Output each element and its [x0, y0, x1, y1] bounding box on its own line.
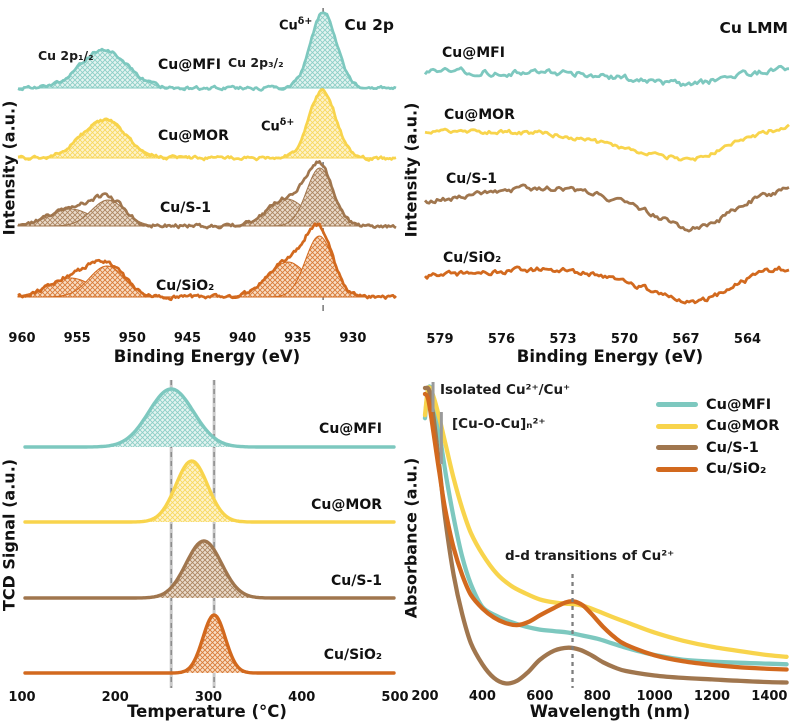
xps-x-axis-title: Binding Energy (eV): [113, 347, 301, 366]
xps-x-tick-930: 930: [339, 331, 367, 346]
lmm-x-tick-570: 570: [610, 332, 639, 347]
legend-item-cu-mfi: Cu@MFI: [656, 394, 779, 416]
uv-annotation-isolated-cu: Isolated Cu²⁺/Cu⁺: [440, 382, 571, 398]
tpd-x-tick-500: 500: [381, 690, 409, 705]
uv-x-tick-200: 200: [411, 689, 439, 704]
legend-label: Cu@MFI: [706, 396, 772, 413]
uv-x-axis-title: Wavelength (nm): [529, 702, 691, 721]
legend-swatch-cu-mor: [656, 423, 698, 429]
lmm-sample-label-cu-sio2: Cu/SiO₂: [443, 250, 502, 266]
legend-item-cu-s1: Cu/S-1: [656, 437, 779, 459]
lmm-sample-label-cu-mfi: Cu@MFI: [442, 45, 505, 61]
xps-panel-title: Cu 2p: [344, 16, 394, 34]
uv-y-axis-label: Absorbance (a.u.): [401, 457, 421, 619]
lmm-x-tick-576: 576: [487, 332, 516, 347]
xps-cu2p12-label: Cu 2p₁/₂: [38, 48, 94, 63]
uv-annotation-cu-o-cu: [Cu-O-Cu]ₙ²⁺: [452, 416, 546, 432]
lmm-x-tick-564: 564: [733, 332, 762, 347]
uv-x-tick-1400: 1400: [751, 689, 788, 704]
xps-y-axis-label: Intensity (a.u.): [0, 100, 19, 236]
tpd-sample-label-cu-mor: Cu@MOR: [311, 497, 382, 513]
tpd-sample-label-cu-s1: Cu/S-1: [331, 573, 382, 589]
uv-x-tick-400: 400: [468, 689, 496, 704]
tpd-x-tick-200: 200: [101, 690, 129, 705]
lmm-y-axis-label: Intensity (a.u.): [401, 102, 421, 238]
uv-x-tick-1200: 1200: [693, 689, 731, 704]
legend-swatch-cu-s1: [656, 445, 698, 451]
xps-x-tick-960: 960: [8, 331, 36, 346]
xps-x-tick-955: 955: [63, 331, 91, 346]
xps-x-tick-945: 945: [173, 331, 202, 346]
legend-item-cu-sio2: Cu/SiO₂: [656, 459, 779, 481]
legend-label: Cu/S-1: [706, 439, 759, 456]
tpd-x-tick-100: 100: [8, 690, 36, 705]
xps-sample-label-cu-sio2: Cu/SiO₂: [156, 278, 215, 294]
lmm-sample-label-cu-mor: Cu@MOR: [444, 107, 515, 123]
lmm-x-tick-573: 573: [549, 332, 577, 347]
lmm-sample-label-cu-s1: Cu/S-1: [446, 171, 497, 187]
label-part: Cu: [279, 18, 298, 34]
tpd-y-axis-label: TCD Signal (a.u.): [0, 458, 19, 612]
uv-x-tick-600: 600: [526, 689, 554, 704]
xps-cu-delta-plus-label-mfi: Cuδ+: [279, 17, 312, 33]
lmm-panel-title: Cu LMM: [719, 19, 788, 37]
legend-swatch-cu-mfi: [656, 402, 698, 408]
legend-item-cu-mor: Cu@MOR: [656, 416, 779, 438]
xps-x-tick-935: 935: [284, 331, 312, 346]
label-part: Cu: [261, 119, 280, 135]
xps-x-tick-950: 950: [118, 331, 146, 346]
uv-annotation-dd-transitions: d-d transitions of Cu²⁺: [505, 548, 675, 564]
xps-cu-delta-plus-label-mor: Cuδ+: [261, 118, 294, 134]
xps-sample-label-cu-mfi: Cu@MFI: [158, 57, 221, 73]
xps-sample-label-cu-s1: Cu/S-1: [160, 200, 211, 216]
label-part: δ+: [279, 117, 295, 128]
label-part: δ+: [297, 16, 313, 27]
uv-x-tick-800: 800: [583, 689, 611, 704]
tpd-sample-label-cu-mfi: Cu@MFI: [319, 421, 382, 437]
uv-x-tick-1000: 1000: [636, 689, 673, 704]
legend-label: Cu@MOR: [706, 418, 780, 435]
lmm-x-tick-579: 579: [426, 332, 454, 347]
legend-swatch-cu-sio2: [656, 466, 698, 472]
tpd-x-tick-300: 300: [194, 690, 223, 705]
legend-label: Cu/SiO₂: [706, 461, 767, 478]
xps-sample-label-cu-mor: Cu@MOR: [158, 128, 229, 144]
tpd-x-axis-title: Temperature (°C): [127, 702, 287, 721]
xps-cu2p32-label: Cu 2p₃/₂: [228, 55, 284, 70]
lmm-x-tick-567: 567: [672, 332, 700, 347]
legend: Cu@MFI Cu@MOR Cu/S-1 Cu/SiO₂: [656, 394, 779, 480]
tpd-sample-label-cu-sio2: Cu/SiO₂: [323, 647, 382, 663]
xps-x-tick-940: 940: [229, 331, 257, 346]
tpd-x-tick-400: 400: [288, 690, 316, 705]
lmm-x-axis-title: Binding Energy (eV): [516, 347, 704, 366]
